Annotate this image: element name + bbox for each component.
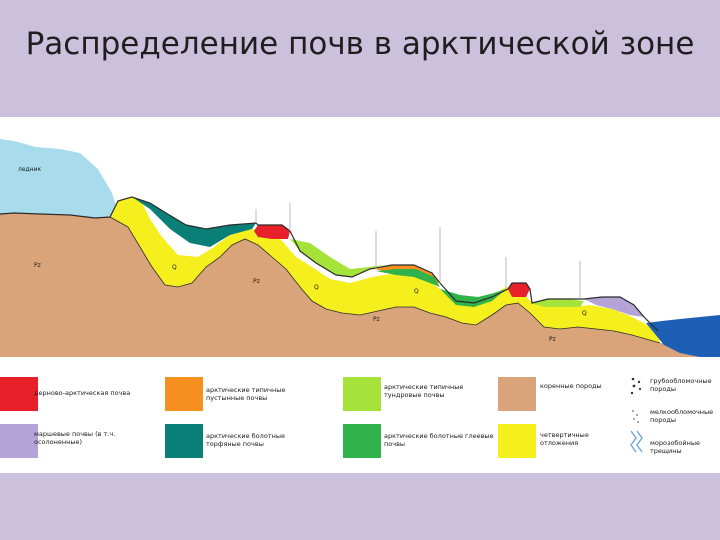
- legend-label: грубообломочные породы: [650, 377, 712, 393]
- gley-soil-1: [376, 269, 440, 287]
- q-label-4: Q: [582, 310, 587, 317]
- soil-cross-section: ледник Pz Pz Pz Pz Q Q Q Q: [0, 139, 720, 357]
- tundra-soil-2: [530, 299, 584, 307]
- glacier-shape: [0, 139, 118, 218]
- pz-label-4: Pz: [549, 336, 556, 343]
- legend-label: арктические типичные пустынные почвы: [206, 386, 286, 402]
- legend-label: коренные породы: [540, 382, 602, 390]
- q-label-2: Q: [314, 284, 319, 291]
- legend-label: мелкообломочные породы: [650, 408, 714, 424]
- pz-label-2: Pz: [253, 278, 260, 285]
- legend-label: арктические болотные торфяные почвы: [206, 432, 285, 448]
- slide-title: Распределение почв в арктической зоне: [25, 26, 695, 62]
- bog-peat-soil-1: [132, 197, 256, 247]
- pz-label-1: Pz: [34, 262, 41, 269]
- legend-label: маршевые почвы (в т.ч. осолоненные): [34, 430, 116, 446]
- legend-swatch: [0, 424, 38, 458]
- marker-poles: [255, 203, 581, 299]
- pz-label-3: Pz: [373, 316, 380, 323]
- legend-frost-cracks: морозобойные трещины: [628, 429, 700, 463]
- sea-water: [646, 315, 720, 357]
- glacier-label: ледник: [18, 166, 41, 173]
- surface-line: [0, 196, 659, 332]
- legend-swatch: [0, 377, 38, 411]
- legend-label: арктические болотные глеевые почвы: [384, 432, 494, 448]
- legend-fine: мелкообломочные породы: [628, 407, 713, 431]
- legend-swatch: [343, 377, 381, 411]
- q-label-3: Q: [414, 288, 419, 295]
- fine-debris-icon: [632, 410, 639, 423]
- gley-soil-2: [440, 289, 506, 307]
- diagram-panel: ледник Pz Pz Pz Pz Q Q Q Q дерново-аркти…: [0, 117, 720, 473]
- tundra-soil-1: [290, 239, 384, 277]
- sod-arctic-soil-2: [508, 283, 530, 297]
- legend-swatch: [165, 377, 203, 411]
- q-label-1: Q: [172, 264, 177, 271]
- marsh-soil-1: [584, 297, 644, 317]
- legend-swatch: [165, 424, 203, 458]
- bedrock-boundary: [109, 216, 661, 344]
- legend-swatch: [498, 424, 536, 458]
- legend-swatch: [498, 377, 536, 411]
- gravel-icon: [630, 377, 642, 395]
- legend-label: морозобойные трещины: [650, 439, 701, 455]
- legend-gravel: грубообломочные породы: [628, 375, 712, 407]
- legend-label: четвертичные отложения: [540, 431, 589, 447]
- sod-arctic-soil-1: [254, 225, 290, 239]
- bedrock-layer: [0, 213, 720, 357]
- legend-label: арктические типичные тундровые почвы: [384, 383, 464, 399]
- legend-swatch: [343, 424, 381, 458]
- frost-crack-icon: [630, 430, 643, 453]
- legend-label: дерново-арктическая почва: [34, 389, 131, 397]
